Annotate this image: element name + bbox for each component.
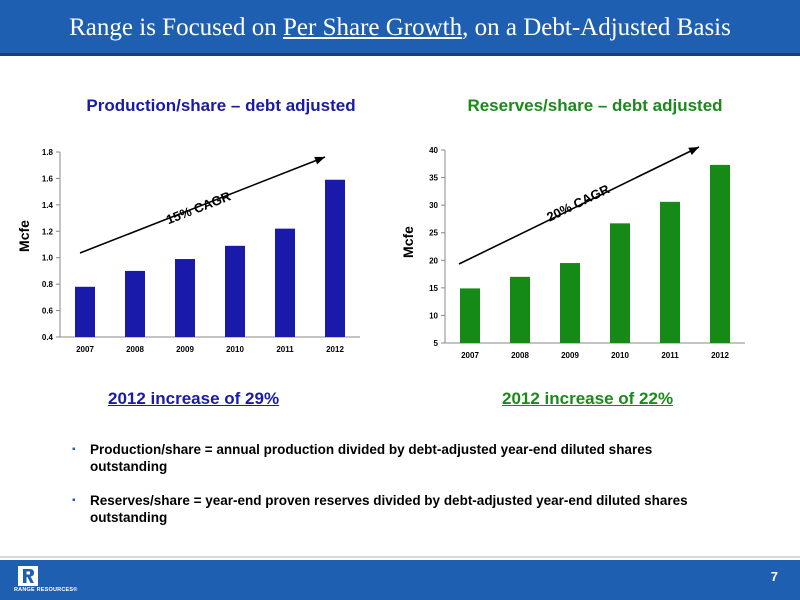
reserves-x-tick-label: 2008 xyxy=(511,351,529,360)
production-increase-text: 2012 increase of 29% xyxy=(108,389,280,408)
production-y-tick-label: 0.6 xyxy=(42,307,54,316)
reserves-x-tick-label: 2010 xyxy=(611,351,629,360)
production-bar-2007 xyxy=(75,286,95,337)
production-y-tick-label: 0.8 xyxy=(42,280,54,289)
reserves-y-tick-label: 25 xyxy=(429,229,438,238)
bullet-item: ▪ Production/share = annual production d… xyxy=(72,441,732,475)
reserves-chart: 5 10 15 20 25 30 35 40 2007 2008 2009 2010 2011 2012 2… xyxy=(429,146,745,360)
chart-title-reserves: Reserves/share – debt adjusted xyxy=(467,96,723,115)
reserves-bar-2010 xyxy=(610,223,630,343)
title-post: , on a Debt-Adjusted Basis xyxy=(462,14,731,41)
production-trend-arrow-line xyxy=(79,156,326,254)
square-bullet-icon: ▪ xyxy=(72,495,76,506)
production-bar-2011 xyxy=(275,228,295,337)
production-trend-arrow-head xyxy=(314,156,325,165)
title-pre: Range is Focused on xyxy=(69,14,283,41)
reserves-y-tick-label: 20 xyxy=(429,256,438,265)
bullet-text: Reserves/share = year-end proven reserve… xyxy=(90,493,688,525)
page-number: 7 xyxy=(770,569,778,584)
production-bar-2010 xyxy=(225,245,245,337)
chart-title-production: Production/share – debt adjusted xyxy=(86,96,356,115)
production-y-tick-label: 1.8 xyxy=(42,148,54,157)
reserves-x-tick-label: 2011 xyxy=(661,351,679,360)
footer-divider xyxy=(0,556,800,558)
reserves-bar-2008 xyxy=(510,276,530,343)
company-logo: RANGE RESOURCES® xyxy=(14,566,78,596)
slide-title: Range is Focused on Per Share Growth, on… xyxy=(0,0,800,56)
production-bar-2012 xyxy=(325,179,345,337)
production-bar-2009 xyxy=(175,259,195,337)
bullet-text: Production/share = annual production div… xyxy=(90,442,653,474)
production-x-tick-label: 2011 xyxy=(276,345,294,354)
reserves-y-tick-label: 10 xyxy=(429,311,438,320)
reserves-x-tick-label: 2007 xyxy=(461,351,479,360)
bullet-list: ▪ Production/share = annual production d… xyxy=(72,441,732,526)
footer-bar xyxy=(0,560,800,600)
reserves-y-tick-label: 35 xyxy=(429,174,438,183)
reserves-y-tick-label: 30 xyxy=(429,201,438,210)
production-bar-2008 xyxy=(125,270,145,337)
reserves-increase-text: 2012 increase of 22% xyxy=(502,389,674,408)
logo-text: RANGE RESOURCES® xyxy=(14,587,78,593)
reserves-x-tick-label: 2009 xyxy=(561,351,579,360)
production-y-tick-label: 1.6 xyxy=(42,174,54,183)
bullet-item: ▪ Reserves/share = year-end proven reser… xyxy=(72,492,732,526)
production-y-axis-label: Mcfe xyxy=(15,220,32,252)
production-x-tick-label: 2007 xyxy=(76,345,94,354)
reserves-bar-2009 xyxy=(560,263,580,343)
reserves-x-tick-label: 2012 xyxy=(711,351,729,360)
reserves-trend-arrow-line xyxy=(458,146,700,265)
reserves-bar-2012 xyxy=(710,164,730,343)
reserves-bar-2007 xyxy=(460,288,480,343)
range-logo-icon xyxy=(18,566,38,586)
production-y-tick-label: 0.4 xyxy=(42,333,54,342)
production-y-tick-label: 1.4 xyxy=(42,201,54,210)
reserves-trend-arrow-head xyxy=(688,147,699,155)
reserves-y-axis-label: Mcfe xyxy=(399,226,416,258)
production-y-tick-label: 1.0 xyxy=(42,254,54,263)
production-cagr-annotation: 15% CAGR xyxy=(164,188,233,227)
title-underlined: Per Share Growth xyxy=(283,14,463,41)
production-y-tick-label: 1.2 xyxy=(42,227,54,236)
reserves-y-tick-label: 40 xyxy=(429,146,438,155)
reserves-y-tick-label: 5 xyxy=(434,339,439,348)
production-x-tick-label: 2012 xyxy=(326,345,344,354)
production-x-tick-label: 2010 xyxy=(226,345,244,354)
production-x-tick-label: 2009 xyxy=(176,345,194,354)
square-bullet-icon: ▪ xyxy=(72,444,76,455)
reserves-bar-2011 xyxy=(660,201,680,343)
reserves-y-tick-label: 15 xyxy=(429,284,438,293)
production-chart: 0.4 0.6 0.8 1.0 1.2 1.4 1.6 1.8 2007 2008 2009 2010… xyxy=(42,148,360,354)
production-x-tick-label: 2008 xyxy=(126,345,144,354)
reserves-cagr-annotation: 20% CAGR xyxy=(544,181,612,225)
title-bar xyxy=(0,0,800,56)
